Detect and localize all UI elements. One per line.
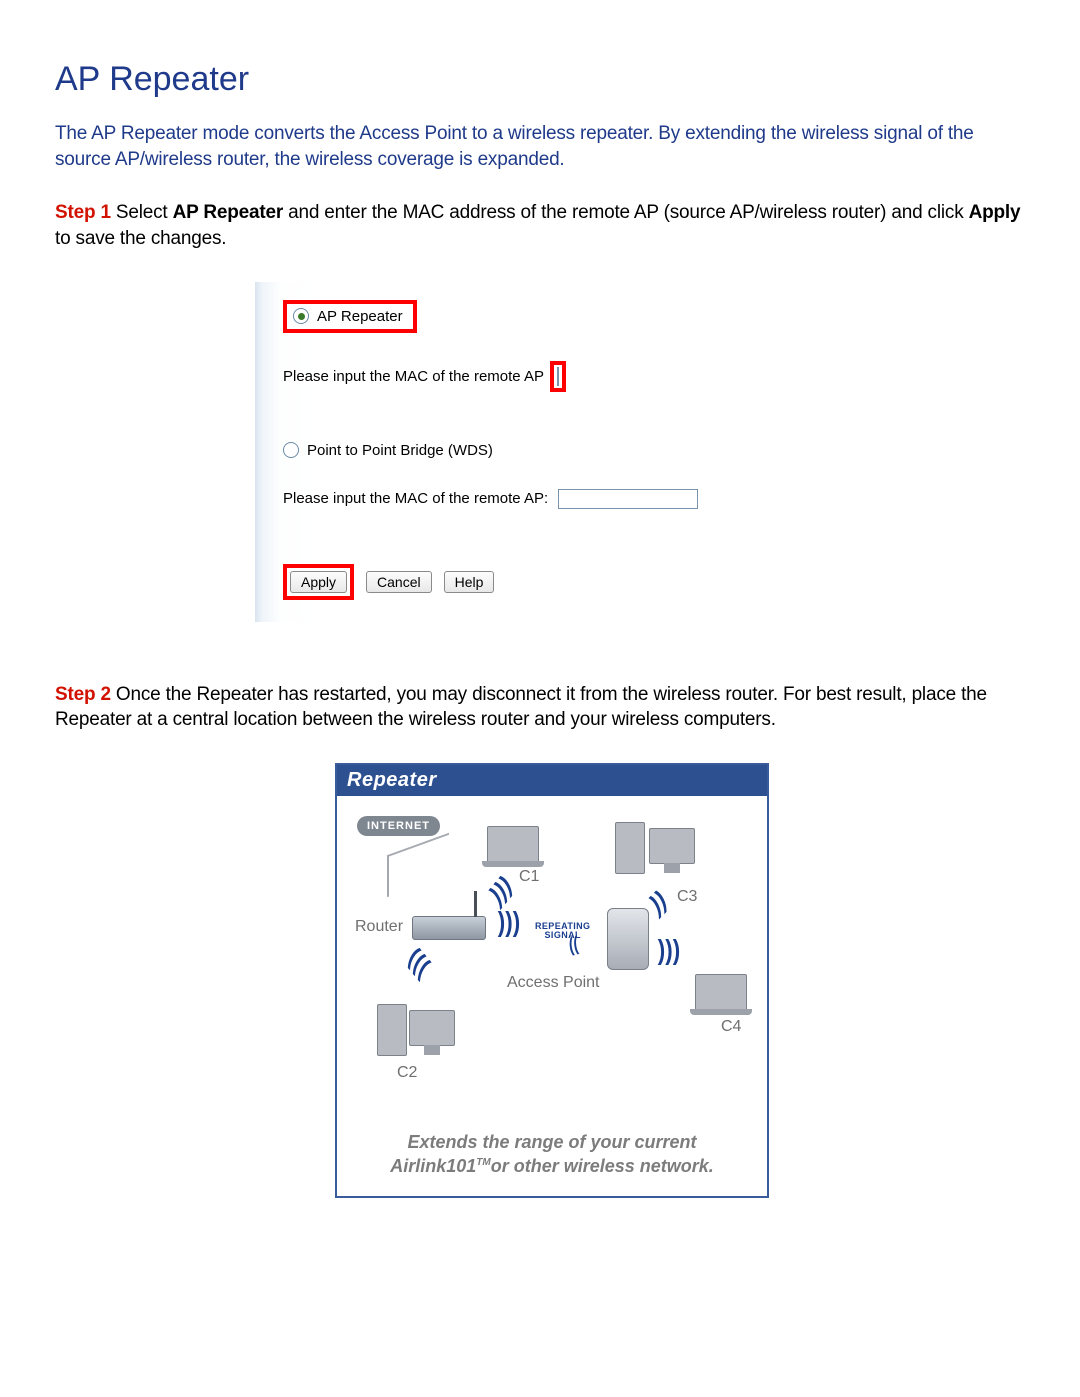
footer-tm: TM (476, 1157, 490, 1168)
radio-ap-repeater-label: AP Repeater (317, 308, 403, 325)
signal-icon: ))) (486, 869, 515, 912)
internet-line-icon (387, 833, 449, 898)
step1-text-c: to save the changes. (55, 228, 226, 249)
diagram-header: Repeater (337, 765, 767, 796)
access-point-label: Access Point (507, 974, 599, 992)
step1-bold-apply: Apply (969, 202, 1021, 223)
step1-label: Step 1 (55, 202, 111, 223)
footer-brand: Airlink101 (390, 1156, 476, 1176)
c2-label: C2 (397, 1064, 417, 1082)
step1-paragraph: Step 1 Select AP Repeater and enter the … (55, 200, 1025, 251)
mac-prompt-1: Please input the MAC of the remote AP (283, 368, 544, 385)
signal-icon: ))) (658, 934, 680, 966)
router-icon (412, 916, 486, 940)
intro-paragraph: The AP Repeater mode converts the Access… (55, 121, 1025, 172)
c1-laptop-icon (487, 826, 539, 862)
highlight-mac-input (550, 361, 566, 392)
c4-label: C4 (721, 1018, 741, 1036)
c3-monitor-icon (649, 828, 695, 864)
signal-icon: ))) (404, 941, 433, 984)
router-label: Router (355, 918, 403, 936)
step1-bold-ap-repeater: AP Repeater (173, 202, 283, 223)
highlight-ap-repeater: AP Repeater (283, 300, 417, 333)
internet-pill: INTERNET (357, 816, 440, 836)
help-button[interactable]: Help (444, 571, 495, 593)
c2-tower-icon (377, 1004, 407, 1056)
c4-laptop-icon (695, 974, 747, 1010)
diagram-footer: Extends the range of your current Airlin… (337, 1116, 767, 1197)
c1-label: C1 (519, 868, 539, 886)
highlight-apply-button: Apply (283, 564, 354, 600)
repeating-signal-label: REPEATINGSIGNAL (535, 922, 590, 940)
c3-tower-icon (615, 822, 645, 874)
mac-input-2[interactable] (558, 489, 698, 509)
footer-line1: Extends the range of your current (407, 1132, 696, 1152)
footer-line2: or other wireless network. (491, 1156, 714, 1176)
access-point-icon (607, 908, 649, 970)
step1-text-a: Select (111, 202, 173, 223)
signal-icon: ))) (498, 906, 520, 938)
apply-button[interactable]: Apply (290, 571, 347, 593)
mac-input-1[interactable] (557, 367, 559, 386)
mac-prompt-2: Please input the MAC of the remote AP: (283, 490, 548, 507)
repeater-diagram: Repeater INTERNET Router C1 C3 ))) ))) )… (335, 763, 769, 1199)
c3-label: C3 (677, 888, 697, 906)
c2-monitor-icon (409, 1010, 455, 1046)
step1-text-b: and enter the MAC address of the remote … (283, 202, 969, 223)
step2-paragraph: Step 2 Once the Repeater has restarted, … (55, 682, 1025, 733)
diagram-body: INTERNET Router C1 C3 ))) ))) ))) REPEAT… (337, 796, 767, 1116)
radio-wds-label: Point to Point Bridge (WDS) (307, 442, 493, 459)
step2-text: Once the Repeater has restarted, you may… (55, 684, 987, 731)
config-panel: AP Repeater Please input the MAC of the … (255, 282, 795, 622)
cancel-button[interactable]: Cancel (366, 571, 432, 593)
signal-icon: )) (647, 883, 671, 920)
page-title: AP Repeater (55, 60, 1025, 99)
step2-label: Step 2 (55, 684, 111, 705)
radio-wds[interactable] (283, 442, 299, 458)
radio-ap-repeater[interactable] (293, 308, 309, 324)
